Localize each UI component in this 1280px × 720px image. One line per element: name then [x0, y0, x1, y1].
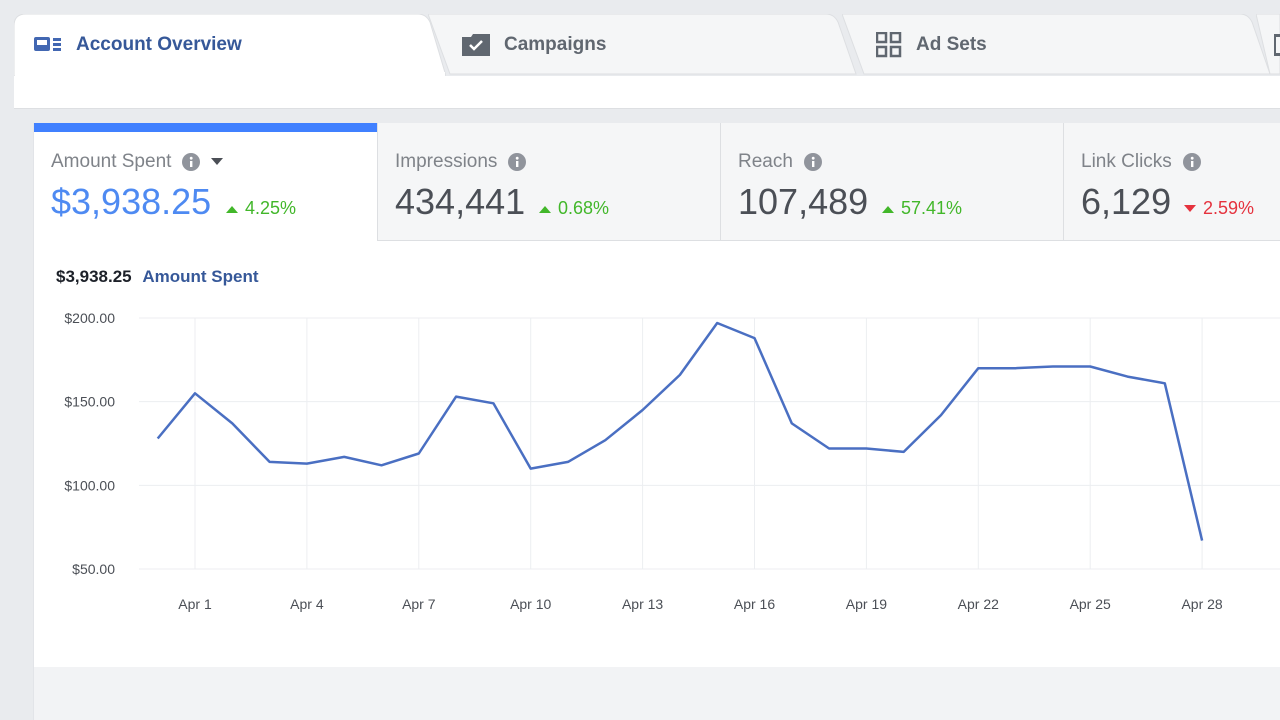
dashboard-icon	[34, 36, 62, 54]
x-tick-label: Apr 13	[622, 596, 663, 612]
metric-label-row: Link Clicks	[1081, 151, 1201, 173]
info-icon[interactable]	[508, 153, 527, 171]
metric-change-value: 2.59%	[1203, 198, 1255, 218]
grid-icon	[876, 32, 902, 58]
x-tick-label: Apr 1	[178, 596, 212, 612]
metric-label-row: Reach	[738, 151, 822, 173]
metric-value: $3,938.25	[51, 181, 212, 222]
metric-change: 57.41%	[882, 198, 962, 219]
tab-label: Campaigns	[504, 34, 607, 55]
folder-check-icon	[462, 34, 490, 56]
panel-footer	[34, 667, 1280, 720]
metric-cards: Amount Spent $3,938.25 4.25% Impressions	[34, 123, 1280, 241]
y-tick-label: $200.00	[64, 310, 115, 326]
chart-metric-name: Amount Spent	[142, 267, 259, 286]
metric-label: Amount Spent	[51, 151, 172, 172]
tab-shape	[14, 14, 446, 76]
metric-value: 434,441	[395, 181, 526, 222]
y-tick-label: $50.00	[72, 561, 115, 577]
metric-change-value: 57.41%	[901, 198, 963, 218]
metric-card-impressions[interactable]: Impressions 434,441 0.68%	[377, 123, 720, 241]
amount-spent-line-chart: $200.00 $150.00 $100.00 $50.00 Apr 1 Apr 4 Apr…	[64, 310, 1280, 612]
metric-change: 0.68%	[539, 198, 609, 219]
tab-bar: Account Overview Campaigns Ad Sets	[14, 0, 1280, 109]
info-icon[interactable]	[803, 153, 822, 171]
x-tick-label: Apr 16	[734, 596, 775, 612]
metric-value: 107,489	[738, 181, 869, 222]
metric-label-row: Amount Spent	[51, 151, 224, 173]
triangle-up-icon	[226, 205, 238, 213]
triangle-down-icon	[1184, 204, 1196, 213]
triangle-up-icon	[882, 205, 894, 213]
chart-total: $3,938.25	[56, 267, 132, 286]
ad-icon	[1274, 34, 1280, 56]
metric-label: Reach	[738, 151, 793, 172]
metric-card-link-clicks[interactable]: Link Clicks 6,129 2.59%	[1063, 123, 1280, 241]
metric-label-row: Impressions	[395, 151, 527, 173]
metric-change: 2.59%	[1184, 198, 1254, 219]
metric-label: Link Clicks	[1081, 151, 1172, 172]
metric-card-amount-spent[interactable]: Amount Spent $3,938.25 4.25%	[34, 123, 377, 241]
tab-shape	[428, 14, 857, 75]
tab-account-overview[interactable]: Account Overview	[14, 14, 446, 76]
metric-label: Impressions	[395, 151, 498, 172]
tab-label: Ad Sets	[916, 34, 987, 55]
tab-campaigns[interactable]: Campaigns	[428, 14, 860, 76]
metric-change-value: 0.68%	[558, 198, 610, 218]
series-line-amount-spent	[156, 321, 1204, 541]
tab-ads-partial[interactable]	[1256, 14, 1280, 76]
y-tick-label: $100.00	[64, 477, 115, 493]
tab-ad-sets[interactable]: Ad Sets	[842, 14, 1274, 76]
tab-label: Account Overview	[76, 34, 242, 55]
x-tick-label: Apr 25	[1070, 596, 1111, 612]
caret-down-icon[interactable]	[211, 158, 224, 166]
y-tick-label: $150.00	[64, 394, 115, 410]
insights-panel: Amount Spent $3,938.25 4.25% Impressions	[33, 123, 1280, 720]
info-icon[interactable]	[1182, 153, 1201, 171]
x-tick-label: Apr 7	[402, 596, 436, 612]
x-tick-label: Apr 4	[290, 596, 324, 612]
triangle-up-icon	[539, 205, 551, 213]
metric-change-value: 4.25%	[245, 198, 297, 218]
x-tick-label: Apr 19	[846, 596, 887, 612]
metric-value: 6,129	[1081, 181, 1172, 222]
x-tick-label: Apr 10	[510, 596, 551, 612]
metric-card-reach[interactable]: Reach 107,489 57.41%	[720, 123, 1063, 241]
tab-shape	[842, 14, 1271, 75]
x-tick-label: Apr 28	[1181, 596, 1222, 612]
metric-change: 4.25%	[226, 198, 296, 219]
chart-header: $3,938.25 Amount Spent	[56, 267, 259, 287]
tab-shape	[1256, 14, 1280, 75]
info-icon[interactable]	[182, 153, 201, 171]
x-tick-label: Apr 22	[958, 596, 999, 612]
